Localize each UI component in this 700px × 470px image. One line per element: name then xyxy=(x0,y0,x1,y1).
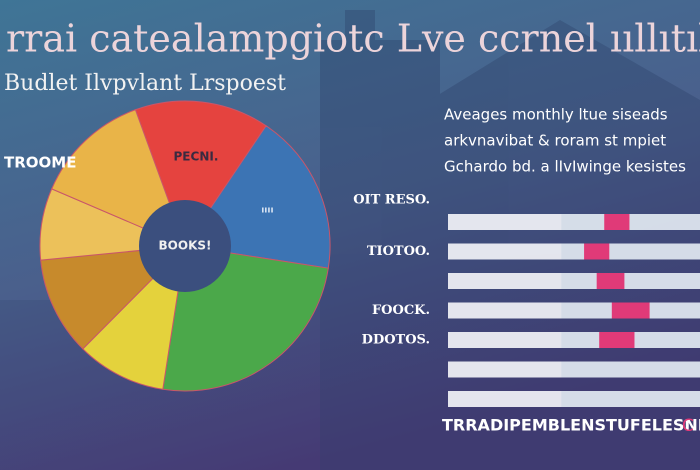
title: rrai catealampgiotc Lve ccrnel ııllıtılo xyxy=(6,17,700,61)
slice-label: PECNI. xyxy=(174,149,219,163)
row-label: DDOTOS. xyxy=(362,333,430,348)
range-bar xyxy=(604,214,630,230)
slice-label: TROOME xyxy=(4,154,76,172)
donut-hole xyxy=(139,200,231,292)
range-bar xyxy=(611,302,650,319)
slice-label: ıııı xyxy=(261,206,273,216)
building-silhouette xyxy=(0,10,700,470)
description-line: Gchardo bd. a lIvIwinge kesistes xyxy=(444,158,686,176)
range-bar xyxy=(596,273,625,289)
pie-slice xyxy=(51,109,186,247)
row-label: FOOCK. xyxy=(372,303,430,318)
footer: TRRADIPEMBLENSTUFELESNE. xyxy=(442,416,700,435)
row-label: TIOTOO. xyxy=(367,244,430,259)
description-line: Aveages monthly ltue siseads xyxy=(444,106,668,124)
range-bar xyxy=(599,332,635,348)
description-line: arkvnavibat & roram st mpiet xyxy=(444,132,666,150)
range-bar xyxy=(584,243,610,260)
row-track-shade xyxy=(561,214,700,230)
subtitle: Budlet Ilvpvlant Lrspoest xyxy=(4,71,286,96)
row-track-shade xyxy=(561,243,700,260)
row-track-shade xyxy=(561,391,700,407)
center-label: BOOKS! xyxy=(159,239,212,253)
row-track-shade xyxy=(561,361,700,378)
pie-slice xyxy=(134,100,267,248)
footer-mark: C xyxy=(682,416,694,436)
row-track-shade xyxy=(561,273,700,289)
row-label: OIT RESO. xyxy=(353,193,430,208)
